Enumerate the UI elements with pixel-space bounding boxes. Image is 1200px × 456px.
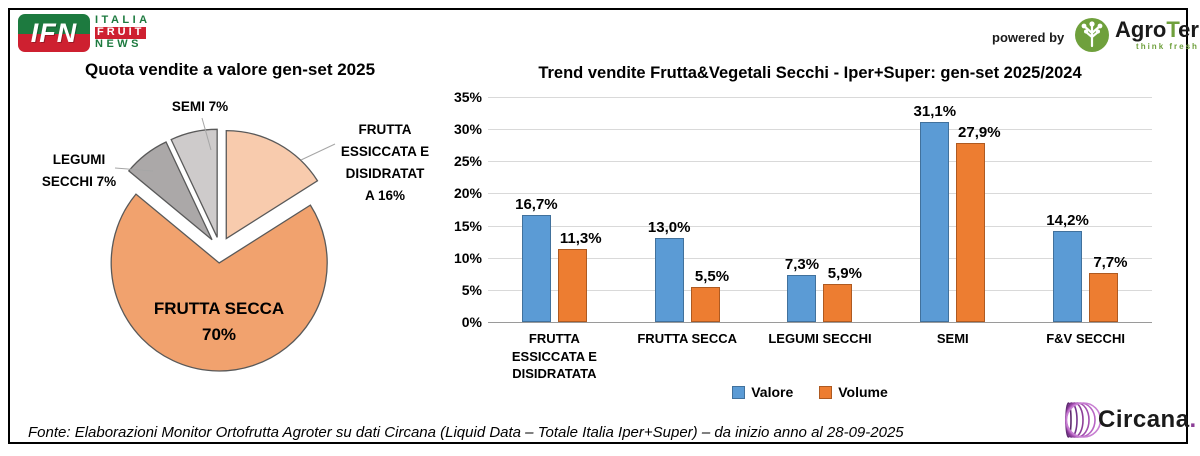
ifn-news-label: NEWS [95,37,142,50]
powered-by-label: powered by [992,30,1065,45]
bar-volume-frutta-secca: 5,5% [690,268,729,322]
agroter-tagline: think fresh [1136,42,1199,51]
bar-valore-frutta-secca: 13,0% [648,219,690,322]
legend-label: Volume [838,384,888,400]
pie-label-frutta-essiccata-e-disidratata: FRUTTA ESSICCATA E DISIDRATAT A 16% [341,122,429,203]
category-label-f-v-secchi: F&V SECCHI [1046,331,1125,346]
bar-plot-area [488,97,1152,323]
pie-slice-semi [170,128,218,238]
bar-data-label: 31,1% [913,103,957,121]
gridline [488,225,1152,227]
y-tick-label: 5% [461,281,482,298]
bar-data-label: 5,5% [694,267,730,285]
bar-data-label: 7,7% [1093,253,1128,271]
bar-data-label: 5,9% [827,265,862,283]
bar-volume-f-v-secchi: 7,7% [1089,254,1128,322]
legend-label: Valore [751,384,794,400]
bar-chart-panel: Trend vendite Frutta&Vegetali Secchi - I… [440,58,1180,408]
bar-volume-legumi-secchi: 5,9% [823,265,862,322]
category-label-frutta-secca: FRUTTA SECCA [637,331,738,346]
bar-groups: 16,7% 11,3% 13,0% 5,5% 7,3% 5,9% 31,1% 27,9% 14,… [488,97,1152,322]
bar-valore-legumi-secchi: 7,3% [785,256,819,322]
bar-data-label: 11,3% [559,230,602,248]
bar-group-f-v-secchi: 14,2% 7,7% [1019,97,1152,322]
y-tick-label: 10% [453,249,482,266]
source-note: Fonte: Elaborazioni Monitor Ortofrutta A… [28,424,904,441]
bar-chart-legend: Valore Volume [440,384,1180,400]
pie-slice-frutta-essiccata-e-disidratata [225,129,319,240]
bar-volume-frutta-essiccata-e-disidratata: 11,3% [557,230,602,322]
category-label-semi: SEMI [936,331,969,346]
gridline [488,97,1152,98]
pie-slice-legumi-secchi [127,141,213,241]
bar-chart-title: Trend vendite Frutta&Vegetali Secchi - I… [538,64,1082,82]
category-label-legumi-secchi: LEGUMI SECCHI [768,331,872,346]
legend-item-volume: Volume [819,384,888,400]
ifn-abbr: IFN [30,17,78,48]
gridline [488,289,1152,291]
agroter-wordmark: AgroTer think fresh [1115,17,1199,52]
y-tick-label: 30% [453,121,482,138]
bar-valore-frutta-essiccata-e-disidratata: 16,7% [515,196,558,322]
circana-logo: Circana. [1052,396,1197,444]
pie-label-leader-line [201,117,212,151]
ifn-italia-label: ITALIA [95,14,151,27]
bar-data-label: 14,2% [1046,211,1089,229]
pie-label-leader-line [300,143,336,161]
bar-group-frutta-secca: 13,0% 5,5% [621,97,754,322]
legend-swatch-icon [819,385,833,399]
bar-valore-semi: 31,1% [914,103,956,322]
pie-slice-frutta-secca [110,193,328,372]
gridline [488,193,1152,195]
bar-group-semi: 31,1% 27,9% [886,97,1019,322]
bar-group-legumi-secchi: 7,3% 5,9% [754,97,887,322]
pie-chart: FRUTTA ESSICCATA E DISIDRATAT A 16% FRUTTA S… [42,99,429,372]
bar-valore-f-v-secchi: 14,2% [1046,212,1089,322]
pie-label-legumi-secchi: LEGUMI SECCHI 7% [42,152,116,189]
bar-data-label: 27,9% [958,123,1001,141]
x-axis-category-labels: FRUTTA ESSICCATA E DISIDRATATA FRUTTA SEC… [488,330,1152,383]
ifn-fruit-label: FRUIT [95,26,147,39]
bar-data-label: 16,7% [515,195,558,213]
pie-chart-title: Quota vendite a valore gen-set 2025 [84,60,376,79]
pie-label-leader-line [114,167,154,172]
gridline [488,257,1152,259]
y-axis-labels: 0% 5% 10% 15% 20% 25% 30% 35% [440,89,482,330]
circana-sphere-icon [1065,402,1102,438]
bar-data-label: 7,3% [784,256,820,274]
legend-swatch-icon [732,385,746,399]
bar-data-label: 13,0% [647,219,691,237]
y-tick-label: 25% [453,153,482,170]
agroter-tree-icon [1075,18,1109,52]
gridline [488,129,1152,131]
agroter-name: AgroTer [1115,17,1199,42]
y-tick-label: 0% [461,314,482,330]
y-tick-label: 15% [453,217,482,234]
y-tick-label: 35% [453,89,482,105]
legend-item-valore: Valore [732,384,793,400]
infographic-frame: IFN ITALIA FRUIT NEWS powered by AgroTer… [8,8,1199,444]
ifn-wordmark: ITALIA FRUIT NEWS [95,14,151,51]
y-tick-label: 20% [453,185,482,202]
bar-group-frutta-essiccata-e-disidratata: 16,7% 11,3% [488,97,621,322]
agroter-logo: AgroTer think fresh [1073,16,1199,54]
circana-wordmark: Circana. [1098,406,1197,433]
gridline [488,161,1152,163]
bar-volume-semi: 27,9% [956,124,1001,322]
ifn-badge-icon: IFN [18,14,90,52]
pie-label-semi: SEMI 7% [172,99,228,114]
category-label-frutta-essiccata-e-disidratata: FRUTTA ESSICCATA E DISIDRATATA [511,331,597,382]
pie-label-frutta-secca: FRUTTA SECCA 70% [154,299,284,344]
ifn-logo: IFN ITALIA FRUIT NEWS [18,14,151,52]
